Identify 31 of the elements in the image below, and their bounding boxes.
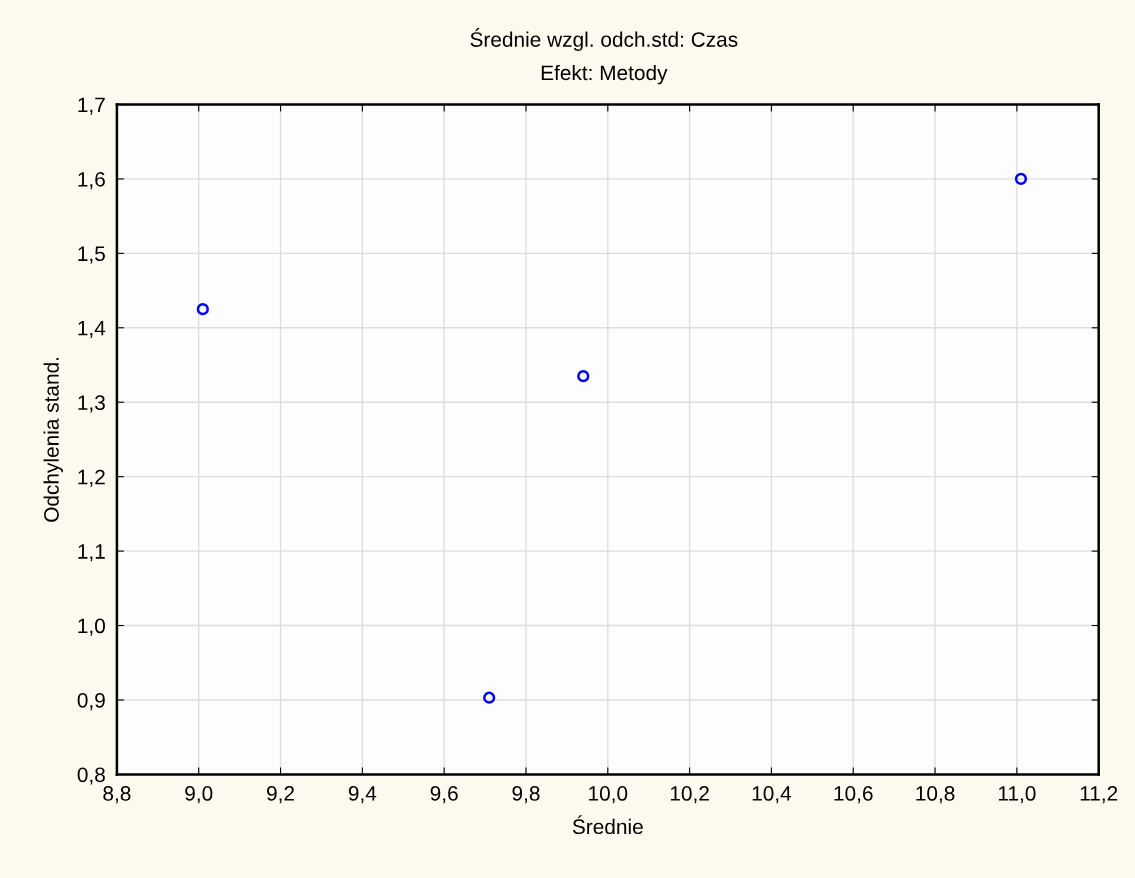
y-tick-label: 1,3 (78, 395, 105, 413)
point (483, 691, 496, 704)
y-tick-label: 0,8 (77, 767, 105, 785)
point (196, 303, 209, 316)
x-tick-label: 10,6 (834, 786, 873, 804)
y-tick-label: 1,5 (78, 246, 105, 264)
x-axis-title: Średnie (572, 815, 643, 835)
y-tick-label: 1,0 (78, 618, 105, 636)
x-tick-label: 11,0 (998, 786, 1036, 804)
x-tick-label: 9,8 (512, 786, 540, 804)
y-tick-label: 0,9 (77, 692, 105, 711)
y-tick-label: 1,4 (78, 321, 106, 338)
point (577, 370, 590, 383)
chart-title: Średnie wzgl. odch.std: Czas (470, 28, 738, 52)
y-tick-label: 1,6 (78, 171, 105, 190)
x-tick-label: 9,0 (185, 786, 213, 804)
x-tick-label: 8,8 (103, 786, 131, 804)
x-tick-label: 10,8 (916, 786, 955, 804)
point (1014, 172, 1028, 186)
x-tick-label: 9,6 (430, 786, 458, 804)
x-tick-label: 11,2 (1080, 786, 1118, 804)
x-tick-label: 9,4 (348, 786, 377, 804)
y-tick-label: 1,7 (78, 97, 105, 115)
y-tick-label: 1,1 (78, 544, 105, 562)
chart-subtitle: Efekt: Metody (541, 64, 668, 85)
y-axis-title: Odchylenia stand. (43, 357, 63, 522)
x-tick-label: 9,2 (267, 786, 294, 804)
x-tick-label: 10,2 (670, 786, 709, 804)
x-tick-label: 10,4 (752, 786, 792, 804)
x-tick-label: 10,0 (589, 786, 628, 804)
y-tick-label: 1,2 (78, 469, 105, 487)
